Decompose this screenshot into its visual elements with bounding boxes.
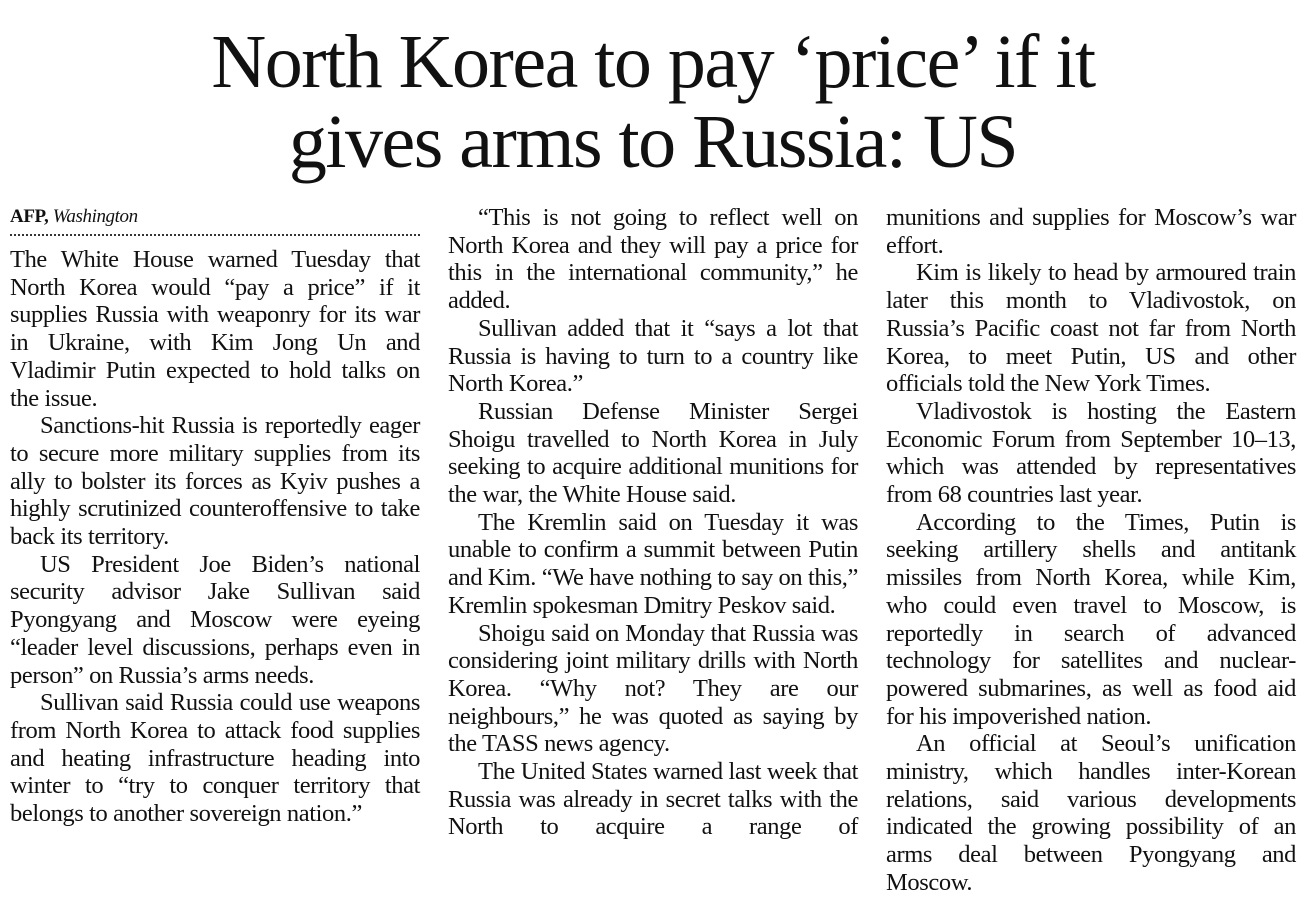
article-column-2: “This is not going to reflect well on No… <box>448 204 858 841</box>
paragraph-continuation: munitions and supplies for Moscow’s war … <box>886 204 1296 259</box>
paragraph: According to the Times, Putin is seeking… <box>886 508 1296 730</box>
paragraph: The Kremlin said on Tuesday it was unabl… <box>448 508 858 619</box>
paragraph: The White House warned Tuesday that Nort… <box>10 246 420 412</box>
paragraph: Sanctions-hit Russia is reportedly eager… <box>10 412 420 551</box>
paragraph: Kim is likely to head by armoured train … <box>886 259 1296 398</box>
article-column-1: AFP, Washington The White House warned T… <box>10 204 420 828</box>
paragraph: Russian Defense Minister Sergei Shoigu t… <box>448 397 858 509</box>
paragraph: Shoigu said on Monday that Russia was co… <box>448 619 858 758</box>
byline: AFP, Washington <box>10 204 420 230</box>
byline-location: Washington <box>52 206 138 227</box>
paragraph: Vladivostok is hosting the Eastern Econo… <box>886 397 1296 509</box>
paragraph: Sullivan said Russia could use weapons f… <box>10 689 420 828</box>
headline-line-1: North Korea to pay ‘price’ if it <box>211 20 1096 104</box>
headline: North Korea to pay ‘price’ if it gives a… <box>0 22 1306 182</box>
dotted-divider <box>10 234 420 236</box>
paragraph: The United States warned last week that … <box>448 758 858 841</box>
paragraph: Sullivan added that it “says a lot that … <box>448 314 858 398</box>
paragraph: “This is not going to reflect well on No… <box>448 204 858 315</box>
headline-line-2: gives arms to Russia: US <box>288 100 1019 184</box>
article-column-3: munitions and supplies for Moscow’s war … <box>886 204 1296 897</box>
paragraph: An official at Seoul’s unification minis… <box>886 730 1296 896</box>
paragraph: US President Joe Biden’s national securi… <box>10 550 420 689</box>
byline-agency: AFP, <box>10 206 49 227</box>
